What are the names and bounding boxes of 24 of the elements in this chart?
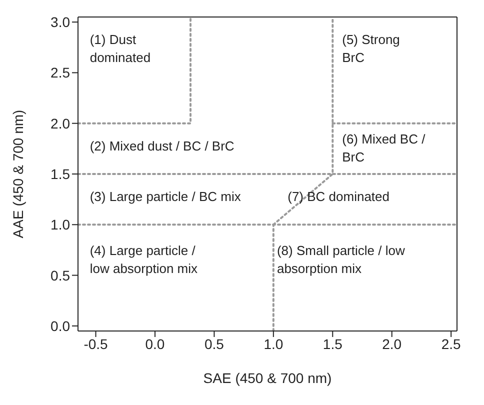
y-tick-label: 2.0 (50, 115, 70, 132)
annotation: (5) Strong BrC (342, 32, 400, 65)
annotation: (1) Dust dominated (90, 32, 151, 65)
x-tick-label: 2.0 (382, 336, 402, 352)
y-tick-label: 1.5 (50, 166, 70, 182)
annotation: (3) Large particle / BC mix (90, 188, 242, 204)
x-tick-label: 1.0 (264, 336, 284, 352)
y-tick-label: 0.5 (50, 267, 70, 284)
annotation: (6) Mixed BC / BrC (342, 131, 426, 164)
y-tick-label: 2.5 (50, 64, 70, 81)
y-tick-label: 1.0 (50, 216, 70, 233)
annotation: (7) BC dominated (288, 188, 390, 204)
annotation: (4) Large particle / low absorption mix (90, 242, 198, 276)
x-tick-label: 0.5 (204, 336, 224, 352)
annotation: (2) Mixed dust / BC / BrC (90, 138, 234, 154)
y-axis-title: AAE (450 & 700 nm) (10, 110, 26, 238)
x-tick-label: 2.5 (441, 336, 462, 352)
x-tick-label: 0.0 (145, 336, 165, 352)
x-axis-title: SAE (450 & 700 nm) (203, 370, 332, 386)
annotation: (8) Small particle / low absorption mix (276, 242, 406, 276)
y-tick-label: 3.0 (50, 14, 70, 30)
x-tick-label: -0.5 (84, 336, 108, 352)
y-tick-label: 0.0 (50, 318, 70, 334)
x-tick-label: 1.5 (322, 336, 343, 352)
